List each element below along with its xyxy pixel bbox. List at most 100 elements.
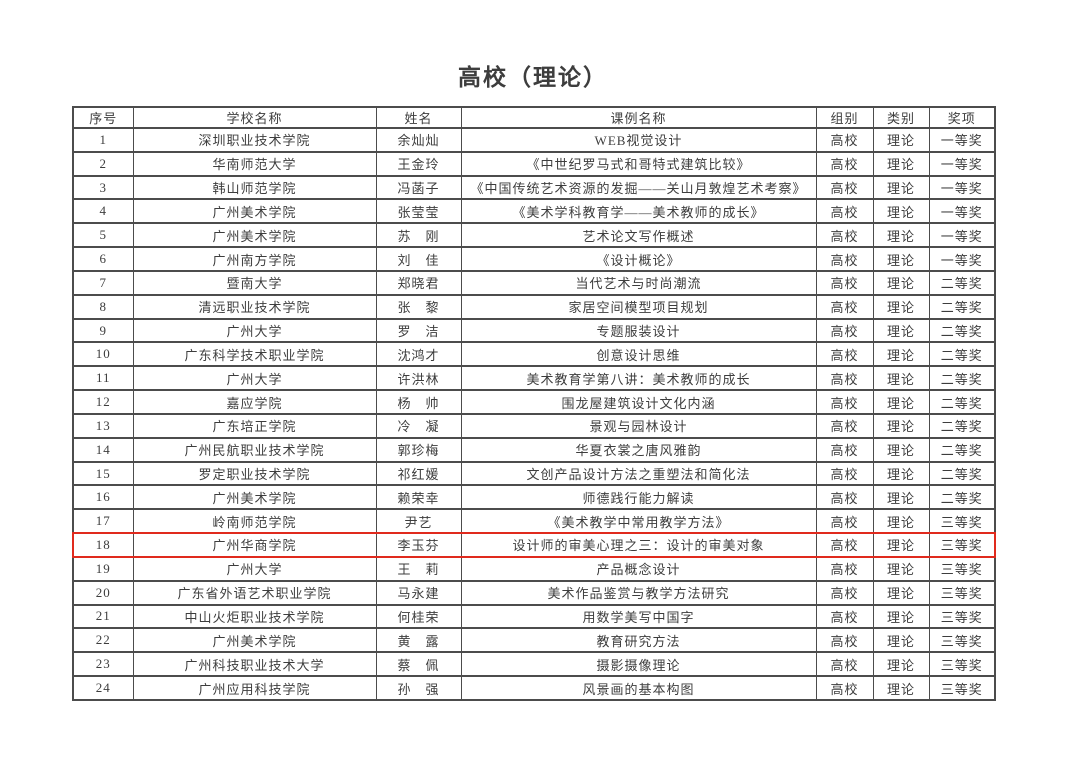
table-cell: 中山火炬职业技术学院 <box>132 603 377 630</box>
table-cell: 7 <box>72 269 134 296</box>
table-cell: 三等奖 <box>928 555 996 582</box>
table-row: 5 广州美术学院苏 刚艺术论文写作概述 高校 理论 一等奖 <box>72 222 996 249</box>
table-cell: 蔡 佩 <box>375 651 462 678</box>
table-cell: 4 <box>72 198 134 225</box>
table-cell: 一等奖 <box>928 222 996 249</box>
table-cell: 高校 <box>815 317 874 344</box>
table-cell: 张莹莹 <box>375 198 462 225</box>
table-cell: 广州应用科技学院 <box>132 675 377 701</box>
table-cell: 高校 <box>815 246 874 272</box>
table-cell: 高校 <box>815 389 874 415</box>
table-row: 8 清远职业技术学院张 黎家居空间模型项目规划 高校 理论 二等奖 <box>72 293 996 320</box>
column-header: 课例名称 <box>460 106 817 129</box>
table-cell: 广州大学 <box>132 365 377 392</box>
table-cell: 2 <box>72 150 134 177</box>
table-row: 12 嘉应学院杨 帅围龙屋建筑设计文化内涵 高校 理论 二等奖 <box>72 389 996 415</box>
table-cell: 理论 <box>872 460 930 487</box>
table-cell: 5 <box>72 222 134 249</box>
table-cell: 高校 <box>815 484 874 511</box>
table-cell: 16 <box>72 484 134 511</box>
table-cell: 高校 <box>815 651 874 678</box>
table-cell: 深圳职业技术学院 <box>132 127 377 153</box>
table-row: 15 罗定职业技术学院 祁红媛 文创产品设计方法之重塑法和简化法 高校 理论 二等奖 <box>72 460 996 487</box>
table-cell: 刘 佳 <box>375 246 462 272</box>
table-cell: 美术作品鉴赏与教学方法研究 <box>460 579 817 606</box>
table-cell: 理论 <box>872 246 930 272</box>
table-cell: 清远职业技术学院 <box>132 293 377 320</box>
table-cell: 22 <box>72 627 134 654</box>
table-cell: 14 <box>72 436 134 463</box>
column-header: 奖项 <box>928 106 996 129</box>
table-cell: 风景画的基本构图 <box>460 675 817 701</box>
table-cell: 当代艺术与时尚潮流 <box>460 269 817 296</box>
table-cell: 13 <box>72 412 134 439</box>
table-cell: 高校 <box>815 269 874 296</box>
table-cell: 高校 <box>815 508 874 535</box>
table-cell: 二等奖 <box>928 484 996 511</box>
column-header: 序号 <box>72 106 134 129</box>
table-cell: 高校 <box>815 532 874 558</box>
table-cell: 广州民航职业技术学院 <box>132 436 377 463</box>
table-row: 2 华南师范大学 王金玲 《中世纪罗马式和哥特式建筑比较》 高校 理论 一等奖 <box>72 150 996 177</box>
table-cell: 三等奖 <box>928 508 996 535</box>
table-cell: 华夏衣裳之唐风雅韵 <box>460 436 817 463</box>
table-cell: 一等奖 <box>928 174 996 201</box>
table-cell: 一等奖 <box>928 127 996 153</box>
table-row: 14 广州民航职业技术学院 郭珍梅 华夏衣裳之唐风雅韵 高校 理论 二等奖 <box>72 436 996 463</box>
table-cell: 赖荣幸 <box>375 484 462 511</box>
table-row: 16 广州美术学院 赖荣幸 师德践行能力解读 高校 理论 二等奖 <box>72 484 996 511</box>
table-cell: 《中国传统艺术资源的发掘——关山月敦煌艺术考察》 <box>460 174 817 201</box>
table-cell: 理论 <box>872 532 930 558</box>
table-cell: 郑晓君 <box>375 269 462 296</box>
table-row: 17 岭南师范学院 尹艺 《美术教学中常用教学方法》 高校 理论 三等奖 <box>72 508 996 535</box>
table-cell: 师德践行能力解读 <box>460 484 817 511</box>
table-cell: 教育研究方法 <box>460 627 817 654</box>
table-cell: 尹艺 <box>375 508 462 535</box>
table-cell: 黄 露 <box>375 627 462 654</box>
table-row: 9 广州大学罗 洁专题服装设计 高校 理论 二等奖 <box>72 317 996 344</box>
table-cell: 21 <box>72 603 134 630</box>
table-cell: 23 <box>72 651 134 678</box>
table-cell: 孙 强 <box>375 675 462 701</box>
table-cell: 理论 <box>872 484 930 511</box>
table-cell: 嘉应学院 <box>132 389 377 415</box>
table-cell: 高校 <box>815 460 874 487</box>
table-body: 1 深圳职业技术学院 余灿灿 WEB视觉设计 高校 理论 一等奖 2 华南师范大学 王金玲 《中世纪… <box>72 127 996 701</box>
table-cell: 高校 <box>815 174 874 201</box>
table-cell: 理论 <box>872 603 930 630</box>
table-cell: 11 <box>72 365 134 392</box>
table-cell: 余灿灿 <box>375 127 462 153</box>
table-cell: 摄影摄像理论 <box>460 651 817 678</box>
table-cell: 三等奖 <box>928 603 996 630</box>
table-cell: 文创产品设计方法之重塑法和简化法 <box>460 460 817 487</box>
table-cell: 15 <box>72 460 134 487</box>
table-cell: 高校 <box>815 675 874 701</box>
award-table: 序号 学校名称 姓名 课例名称 组别 类别 奖项 1 深圳职业技术学院 余灿灿 WEB视觉设计 高校… <box>72 106 996 701</box>
column-header: 学校名称 <box>132 106 377 129</box>
table-cell: 理论 <box>872 317 930 344</box>
table-cell: 高校 <box>815 603 874 630</box>
table-cell: 广州大学 <box>132 555 377 582</box>
table-cell: 理论 <box>872 675 930 701</box>
table-cell: 高校 <box>815 555 874 582</box>
table-cell: 创意设计思维 <box>460 341 817 368</box>
table-row: 7 暨南大学 郑晓君 当代艺术与时尚潮流 高校 理论 二等奖 <box>72 269 996 296</box>
table-header-row: 序号 学校名称 姓名 课例名称 组别 类别 奖项 <box>72 106 996 129</box>
table-cell: 理论 <box>872 436 930 463</box>
table-cell: 华南师范大学 <box>132 150 377 177</box>
table-cell: 9 <box>72 317 134 344</box>
table-cell: 祁红媛 <box>375 460 462 487</box>
table-cell: 苏 刚 <box>375 222 462 249</box>
table-cell: 《中世纪罗马式和哥特式建筑比较》 <box>460 150 817 177</box>
table-cell: 家居空间模型项目规划 <box>460 293 817 320</box>
table-cell: 理论 <box>872 389 930 415</box>
table-row: 13 广东培正学院冷 凝景观与园林设计 高校 理论 二等奖 <box>72 412 996 439</box>
table-cell: 理论 <box>872 174 930 201</box>
table-cell: 理论 <box>872 341 930 368</box>
table-cell: 《设计概论》 <box>460 246 817 272</box>
table-cell: 高校 <box>815 365 874 392</box>
table-row: 24 广州应用科技学院孙 强风景画的基本构图 高校 理论 三等奖 <box>72 675 996 701</box>
column-header: 类别 <box>872 106 930 129</box>
table-cell: 《美术学科教育学——美术教师的成长》 <box>460 198 817 225</box>
